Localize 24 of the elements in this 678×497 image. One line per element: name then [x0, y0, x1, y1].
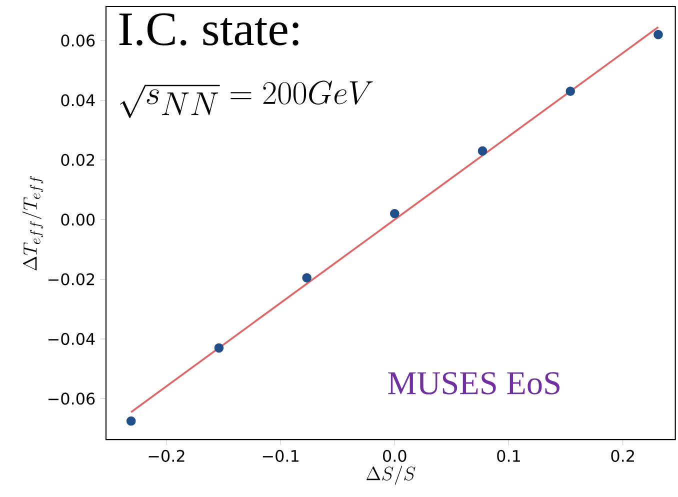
y-tick-label: −0.04 [48, 332, 95, 345]
y-tick-label: −0.06 [48, 392, 95, 405]
x-tick-label: −0.2 [148, 450, 184, 462]
point [566, 86, 576, 96]
x-tick-label: 0.1 [497, 450, 520, 462]
point [302, 273, 312, 282]
y-tick-label: 0.04 [61, 94, 95, 106]
y-tick-label: −0.02 [48, 273, 94, 286]
point [390, 208, 400, 218]
x-tick-label: −0.1 [262, 450, 298, 462]
point [478, 146, 488, 156]
annotation: I.C. state: [119, 13, 298, 46]
y-tick-label: 0.06 [61, 34, 95, 47]
y-tick-label: 0.02 [61, 154, 94, 166]
y-axis-title: $\Delta T_{eff}/T_{eff}$ [22, 176, 44, 270]
x-axis-title: $\Delta S/S$ [366, 466, 416, 485]
x-tick-label: 0.2 [611, 450, 634, 462]
y-tick-label: 0.00 [61, 214, 95, 226]
annotation: MUSES EoS [388, 372, 560, 394]
x-tick-label: 0.0 [383, 450, 406, 462]
point [126, 416, 136, 426]
point [214, 343, 224, 353]
point [654, 30, 663, 40]
annotation: $\sqrt{s_{NN}} = 200GeV$ [120, 80, 373, 118]
